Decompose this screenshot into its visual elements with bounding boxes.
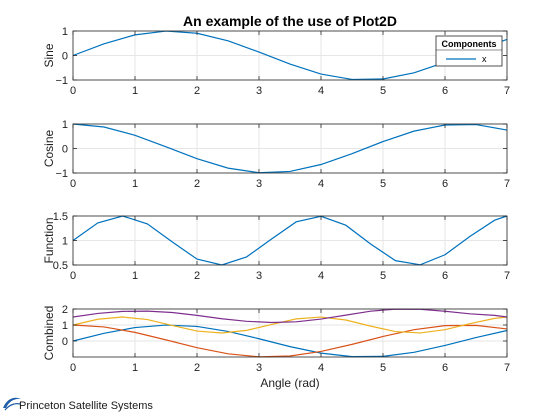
x-tick-label: 6 <box>442 85 448 97</box>
y-axis-label: Cosine <box>42 130 56 168</box>
y-tick-label: 0 <box>62 144 68 156</box>
y-tick-label: 1 <box>62 119 68 131</box>
x-tick-label: 2 <box>194 270 200 282</box>
x-tick-label: 0 <box>70 270 76 282</box>
series-line-1 <box>72 123 508 174</box>
y-tick-label: 0 <box>62 336 68 348</box>
x-tick-label: 2 <box>194 178 200 190</box>
x-tick-label: 3 <box>256 178 262 190</box>
x-tick-label: 1 <box>132 270 138 282</box>
x-tick-label: 3 <box>256 362 262 374</box>
princeton-satellite-swoosh-icon <box>3 397 21 411</box>
series-line-1 <box>72 324 508 358</box>
x-tick-label: 4 <box>318 178 324 190</box>
y-tick-label: −1 <box>55 168 68 180</box>
x-tick-label: 3 <box>256 270 262 282</box>
x-tick-label: 1 <box>132 85 138 97</box>
x-tick-label: 5 <box>380 178 386 190</box>
x-tick-label: 5 <box>380 85 386 97</box>
x-tick-label: 7 <box>504 362 510 374</box>
legend-title: Components <box>442 39 497 49</box>
x-axis-label: Angle (rad) <box>260 376 319 390</box>
y-tick-label: 0 <box>62 51 68 63</box>
x-tick-label: 5 <box>380 270 386 282</box>
x-tick-label: 7 <box>504 178 510 190</box>
y-tick-label: 1 <box>62 236 68 248</box>
x-tick-label: 4 <box>318 270 324 282</box>
y-tick-label: 2 <box>62 304 68 316</box>
x-tick-label: 0 <box>70 362 76 374</box>
y-axis-label: Function <box>42 217 56 263</box>
y-tick-label: 0.5 <box>53 260 68 272</box>
y-tick-label: 1.5 <box>53 211 68 223</box>
x-tick-label: 6 <box>442 362 448 374</box>
x-tick-label: 4 <box>318 85 324 97</box>
y-tick-label: −1 <box>55 75 68 87</box>
axes-box <box>72 308 508 358</box>
chart-title: An example of the use of Plot2D <box>183 13 397 29</box>
subplot-4: 0 1 2 3 4 5 6 7 0 1 2 Combined Angle (rad) <box>42 304 510 390</box>
x-tick-label: 7 <box>504 85 510 97</box>
x-tick-label: 3 <box>256 85 262 97</box>
series-line-3 <box>72 316 508 334</box>
y-axis-label: Combined <box>42 306 56 361</box>
x-tick-label: 1 <box>132 178 138 190</box>
legend-entry-label: x <box>482 54 487 64</box>
legend-box <box>435 35 503 67</box>
x-tick-label: 6 <box>442 178 448 190</box>
series-line-2 <box>72 324 508 358</box>
legend: Components x <box>435 35 503 67</box>
x-tick-label: 5 <box>380 362 386 374</box>
x-tick-label: 4 <box>318 362 324 374</box>
series-line-1 <box>72 30 508 81</box>
series-line-1 <box>72 215 508 266</box>
brand-footer: Princeton Satellite Systems <box>0 391 200 417</box>
x-tick-label: 7 <box>504 270 510 282</box>
x-tick-label: 2 <box>194 85 200 97</box>
y-tick-label: 1 <box>62 320 68 332</box>
x-tick-label: 0 <box>70 85 76 97</box>
x-tick-label: 0 <box>70 178 76 190</box>
y-axis-label: Sine <box>42 43 56 67</box>
y-tick-label: 1 <box>62 26 68 38</box>
x-tick-label: 2 <box>194 362 200 374</box>
x-tick-label: 1 <box>132 362 138 374</box>
brand-name: Princeton Satellite Systems <box>19 400 153 412</box>
x-tick-label: 6 <box>442 270 448 282</box>
